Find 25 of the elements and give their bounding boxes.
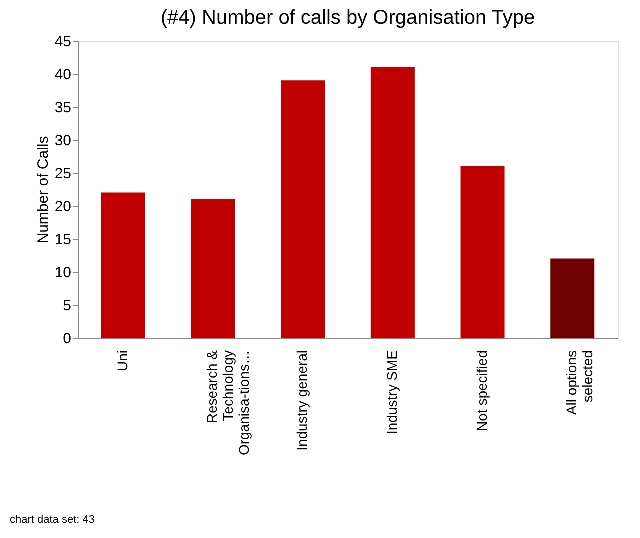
y-tick-label: 20	[54, 198, 72, 216]
y-tick-label: 5	[63, 298, 72, 314]
x-tick-label: Uni	[114, 350, 130, 372]
y-tick-label: 45	[54, 34, 72, 50]
y-axis-title: Number of Calls	[34, 136, 52, 244]
bar	[550, 258, 595, 338]
text: chart data set: 43	[10, 514, 95, 526]
y-tick-label: 35	[54, 100, 72, 116]
x-tick-label: Research & Technology Organisa-tions…	[204, 350, 252, 456]
y-tick-label: 15	[54, 232, 72, 248]
y-tick-label: 30	[54, 132, 72, 150]
y-tick-label: 25	[54, 166, 72, 182]
y-tick-label: 10	[54, 264, 72, 282]
bar	[281, 80, 326, 338]
y-tick-label: 40	[54, 66, 72, 84]
x-tick-label: Not specified	[474, 350, 490, 432]
bar	[191, 199, 236, 338]
x-tick-label: All options selected	[564, 350, 596, 416]
x-tick-label: Industry SME	[384, 350, 400, 435]
x-tick-label: Industry general	[294, 350, 310, 451]
chart-title: (#4) Number of calls by Organisation Type	[160, 7, 536, 29]
bar	[460, 166, 505, 338]
bar	[101, 192, 146, 338]
y-tick-label: 0	[63, 330, 72, 348]
bar	[370, 67, 415, 338]
